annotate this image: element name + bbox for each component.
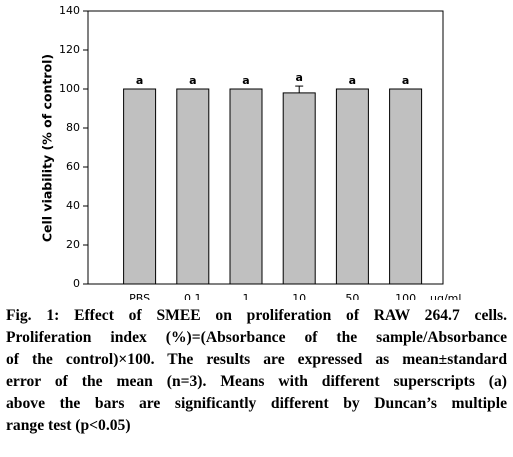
- y-tick-label: 20: [66, 238, 80, 251]
- y-tick-label: 120: [59, 43, 80, 56]
- y-tick-label: 60: [66, 160, 80, 173]
- bar: [389, 88, 423, 285]
- y-tick-label: 100: [59, 82, 80, 95]
- value-label: a: [349, 74, 356, 87]
- x-tick-label: 50: [345, 292, 359, 300]
- x-tick-label: 100: [395, 292, 416, 300]
- value-label: a: [402, 74, 409, 87]
- y-tick-label: 0: [73, 277, 80, 290]
- value-label: a: [242, 74, 249, 87]
- value-label: a: [189, 74, 196, 87]
- y-tick-label: 140: [59, 4, 80, 17]
- bar: [335, 88, 369, 285]
- bar: [229, 88, 263, 285]
- plot-frame: [87, 10, 444, 285]
- bar: [123, 88, 157, 285]
- y-tick-label: 40: [66, 199, 80, 212]
- x-tick-label: 0.1: [184, 292, 202, 300]
- caption-line: error of the mean (n=3). Means with diff…: [6, 373, 507, 390]
- y-axis-label: Cell viability (% of control): [40, 54, 55, 242]
- x-unit-label: μg/ml: [430, 292, 461, 300]
- x-tick-label: PBS: [129, 292, 150, 300]
- value-label: a: [295, 71, 302, 84]
- caption-line: Proliferation index (%)=(Absorbance of t…: [6, 329, 507, 346]
- caption-line: above the bars are significantly differe…: [6, 395, 507, 412]
- caption: Fig. 1: Effect of SMEE on proliferation …: [6, 305, 507, 437]
- value-label: a: [136, 74, 143, 87]
- bar: [176, 88, 210, 285]
- y-tick-label: 80: [66, 121, 80, 134]
- caption-line: range test (p<0.05): [6, 417, 131, 434]
- x-tick-label: 1: [243, 292, 250, 300]
- caption-line: of the control)×100. The results are exp…: [6, 351, 507, 368]
- chart: Cell viability (% of control) 0 20 40 60 80 1…: [40, 4, 462, 300]
- bar: [282, 92, 316, 285]
- x-tick-label: 10: [292, 292, 306, 300]
- caption-line: Fig. 1: Effect of SMEE on proliferation …: [6, 307, 507, 324]
